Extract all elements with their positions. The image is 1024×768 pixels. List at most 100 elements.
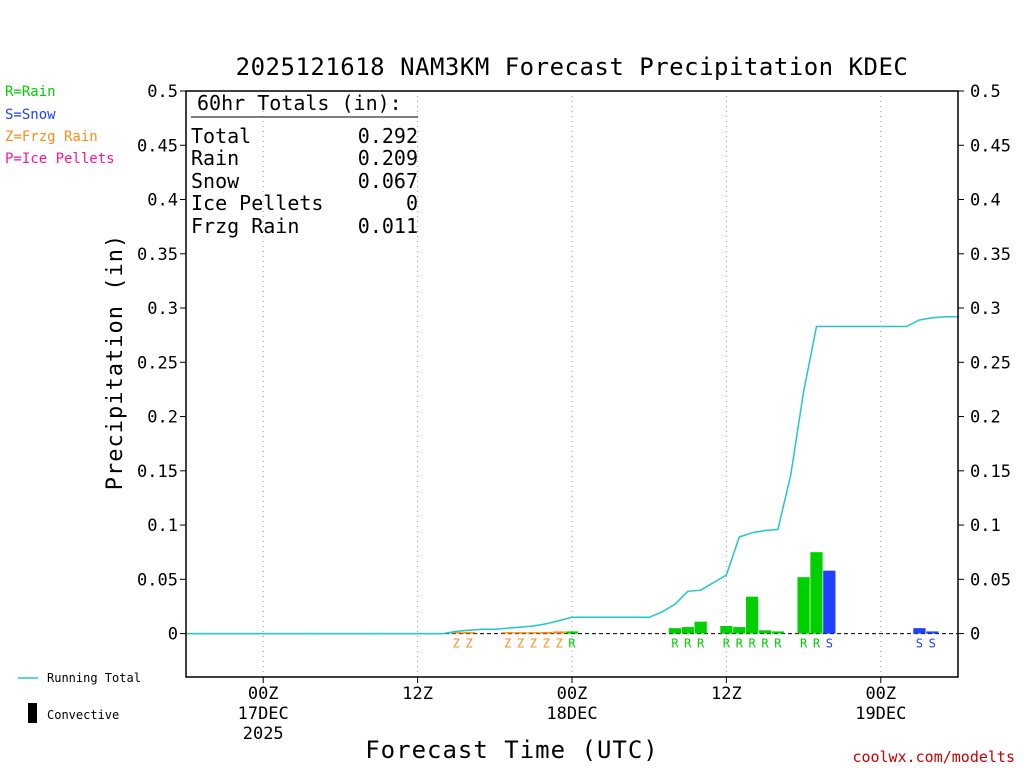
y-tick-label-right: 0.5 [970, 82, 1001, 102]
precip-type-letter: Z [543, 637, 550, 651]
source-credit: coolwx.com/modelts [852, 748, 1015, 766]
totals-ice-pellets-label: Ice Pellets [191, 191, 323, 215]
precip-bar [540, 631, 553, 634]
totals-rain-value: 0.209 [358, 146, 418, 170]
precip-bar [746, 596, 759, 634]
running-total-legend-label: Running Total [47, 671, 141, 685]
y-tick-label-left: 0.2 [147, 408, 178, 428]
plot-frame [185, 90, 959, 678]
legend-rain: R=Rain [5, 84, 56, 100]
y-tick-label-left: 0.1 [147, 516, 178, 536]
precip-type-letter: R [697, 637, 705, 651]
precip-bar [668, 628, 682, 634]
y-tick-label-left: 0.3 [147, 299, 178, 319]
precip-type-letter: Z [504, 637, 511, 651]
y-tick-label-left: 0.05 [137, 570, 178, 590]
x-tick-label: 00Z [865, 684, 896, 704]
y-tick-label-right: 0.05 [970, 570, 1011, 590]
x-axis-label: Forecast Time (UTC) [365, 736, 659, 764]
precip-bar [462, 632, 476, 634]
precip-bar [810, 552, 823, 634]
precip-type-letter: Z [517, 637, 524, 651]
y-tick-label-left: 0.45 [137, 136, 178, 156]
y-tick-label-right: 0.15 [970, 462, 1011, 482]
precip-type-letter: R [761, 637, 769, 651]
convective-legend-label: Convective [47, 708, 119, 722]
y-tick-label-left: 0.15 [137, 462, 178, 482]
totals-frzg-rain-label: Frzg Rain [191, 214, 299, 238]
precip-type-letter: R [813, 637, 821, 651]
precip-bar [681, 627, 694, 634]
y-tick-label-left: 0.4 [147, 191, 178, 211]
x-tick-label: 12Z [402, 684, 433, 704]
precip-type-letter: R [723, 637, 731, 651]
precip-type-letter: R [774, 637, 782, 651]
precip-type-letter: Z [556, 637, 563, 651]
totals-frzg-rain-value: 0.011 [358, 214, 418, 238]
precip-type-letter: R [671, 637, 679, 651]
x-tick-label: 00Z [557, 684, 588, 704]
precip-type-letter: R [800, 637, 808, 651]
precip-type-letter: S [826, 637, 833, 651]
precip-bar [553, 631, 566, 634]
y-tick-label-right: 0.4 [970, 191, 1001, 211]
totals-rain-label: Rain [191, 146, 239, 170]
precip-type-letter: S [916, 637, 923, 651]
y-axes: 0 0 0.05 0.05 0.1 0.1 0.15 0.15 0.2 0.2 0.25 0.25 0.… [137, 82, 1011, 645]
x-tick-year-label: 2025 [243, 724, 284, 744]
precip-bar [823, 570, 836, 634]
precip-type-letter: S [929, 637, 936, 651]
y-axis-label: Precipitation (in) [103, 234, 128, 490]
legend-frzg-rain: Z=Frzg Rain [5, 129, 98, 145]
precip-bar [694, 621, 707, 634]
totals-ice-pellets-value: 0 [406, 191, 418, 215]
precip-bar [758, 630, 772, 634]
x-tick-label: 00Z [248, 684, 279, 704]
precip-bar [797, 577, 810, 634]
series-legend: Running Total Convective [18, 671, 141, 723]
precip-bar [450, 632, 463, 634]
y-tick-label-left: 0.25 [137, 353, 178, 373]
legend-snow: S=Snow [5, 107, 56, 123]
precip-bar [771, 631, 784, 634]
y-tick-label-right: 0 [970, 625, 980, 645]
precip-bar [926, 631, 939, 634]
y-tick-label-right: 0.3 [970, 299, 1001, 319]
x-tick-date-label: 19DEC [855, 704, 906, 724]
legend-ice-pellets: P=Ice Pellets [5, 151, 115, 167]
precip-bar [514, 632, 527, 634]
precip-bar [501, 632, 514, 634]
y-tick-label-right: 0.45 [970, 136, 1011, 156]
precip-bar [720, 625, 733, 634]
y-tick-label-right: 0.25 [970, 353, 1011, 373]
precip-type-letter: R [736, 637, 744, 651]
totals-header: 60hr Totals (in): [197, 91, 402, 115]
precip-type-letter: R [749, 637, 757, 651]
y-tick-label-left: 0.35 [137, 245, 178, 265]
totals-total-value: 0.292 [358, 124, 418, 148]
y-tick-label-right: 0.2 [970, 408, 1001, 428]
precip-type-legend: R=Rain S=Snow Z=Frzg Rain P=Ice Pellets [5, 84, 115, 167]
precip-bar [565, 631, 579, 634]
y-tick-label-right: 0.35 [970, 245, 1011, 265]
x-tick-label: 12Z [711, 684, 742, 704]
running-total-series [186, 315, 958, 635]
precip-type-letter: Z [530, 637, 537, 651]
precip-type-letter: Z [453, 637, 460, 651]
y-tick-label-left: 0 [168, 625, 178, 645]
x-tick-date-label: 18DEC [546, 704, 597, 724]
convective-legend-swatch [28, 703, 37, 723]
chart-title: 2025121618 NAM3KM Forecast Precipitation… [236, 53, 909, 81]
totals-snow-label: Snow [191, 169, 240, 193]
precip-type-letter: R [684, 637, 692, 651]
totals-box: 60hr Totals (in): Total 0.292 Rain 0.209… [191, 91, 418, 238]
running-total-line [186, 315, 958, 635]
precip-type-letter: Z [465, 637, 472, 651]
precip-type-letter: R [568, 637, 576, 651]
precip-bar [527, 632, 540, 634]
y-tick-label-right: 0.1 [970, 516, 1001, 536]
chart-gridlines [186, 91, 958, 677]
